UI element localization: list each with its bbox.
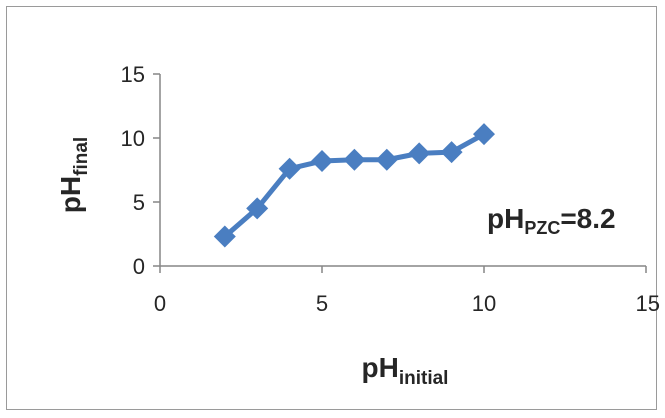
data-point-diamond: [473, 123, 495, 146]
data-point-diamond: [440, 141, 463, 164]
ticks: 0 5 10 15 0 5 10 15: [121, 62, 660, 316]
y-tick-label: 10: [121, 126, 145, 151]
pzc-annotation-value: =8.2: [560, 203, 615, 234]
y-axis-title: pHfinal: [55, 137, 92, 213]
pzc-annotation-sub: PZC: [524, 218, 560, 238]
data-point-diamond: [213, 225, 236, 248]
x-axis-title-main: pH: [362, 352, 399, 383]
x-axis-title: pHinitial: [362, 352, 449, 389]
data-point-diamond: [343, 148, 366, 171]
axes: [159, 74, 646, 267]
data-point-diamond: [311, 150, 333, 173]
y-tick-label: 15: [121, 62, 145, 87]
x-tick-label: 5: [316, 291, 328, 316]
y-axis-title-main: pH: [55, 176, 86, 213]
y-axis-title-sub: final: [71, 137, 92, 176]
chart-frame: [6, 6, 657, 410]
y-tick-label: 0: [133, 254, 145, 279]
data-point-diamond: [246, 197, 269, 220]
data-point-diamond: [375, 148, 398, 171]
x-tick-label: 0: [154, 291, 166, 316]
data-point-diamond: [408, 142, 431, 165]
pzc-annotation: pHPZC=8.2: [487, 203, 616, 238]
data-point-diamond: [278, 157, 301, 180]
x-tick-label: 10: [472, 291, 496, 316]
y-tick-label: 5: [133, 190, 145, 215]
series: [213, 123, 495, 248]
pzc-annotation-main: pH: [487, 203, 524, 234]
x-axis-title-sub: initial: [399, 368, 449, 389]
x-tick-label: 15: [636, 291, 660, 316]
